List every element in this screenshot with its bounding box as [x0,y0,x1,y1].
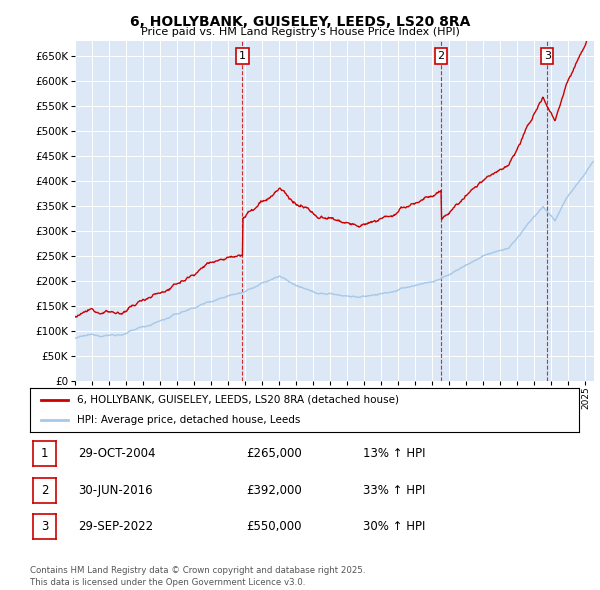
Text: HPI: Average price, detached house, Leeds: HPI: Average price, detached house, Leed… [77,415,300,425]
Text: 3: 3 [544,51,551,61]
Text: 13% ↑ HPI: 13% ↑ HPI [363,447,425,460]
Text: 30% ↑ HPI: 30% ↑ HPI [363,520,425,533]
Text: 3: 3 [41,520,48,533]
Text: 30-JUN-2016: 30-JUN-2016 [78,484,152,497]
Text: 2: 2 [437,51,445,61]
Text: 6, HOLLYBANK, GUISELEY, LEEDS, LS20 8RA (detached house): 6, HOLLYBANK, GUISELEY, LEEDS, LS20 8RA … [77,395,398,405]
Text: £392,000: £392,000 [246,484,302,497]
Text: 1: 1 [239,51,246,61]
Text: £550,000: £550,000 [246,520,302,533]
Text: Contains HM Land Registry data © Crown copyright and database right 2025.
This d: Contains HM Land Registry data © Crown c… [30,566,365,587]
Text: 2: 2 [41,484,48,497]
Text: 6, HOLLYBANK, GUISELEY, LEEDS, LS20 8RA: 6, HOLLYBANK, GUISELEY, LEEDS, LS20 8RA [130,15,470,29]
Text: 29-SEP-2022: 29-SEP-2022 [78,520,153,533]
Text: 29-OCT-2004: 29-OCT-2004 [78,447,155,460]
Text: 33% ↑ HPI: 33% ↑ HPI [363,484,425,497]
Text: £265,000: £265,000 [246,447,302,460]
Text: 1: 1 [41,447,48,460]
Text: Price paid vs. HM Land Registry's House Price Index (HPI): Price paid vs. HM Land Registry's House … [140,27,460,37]
